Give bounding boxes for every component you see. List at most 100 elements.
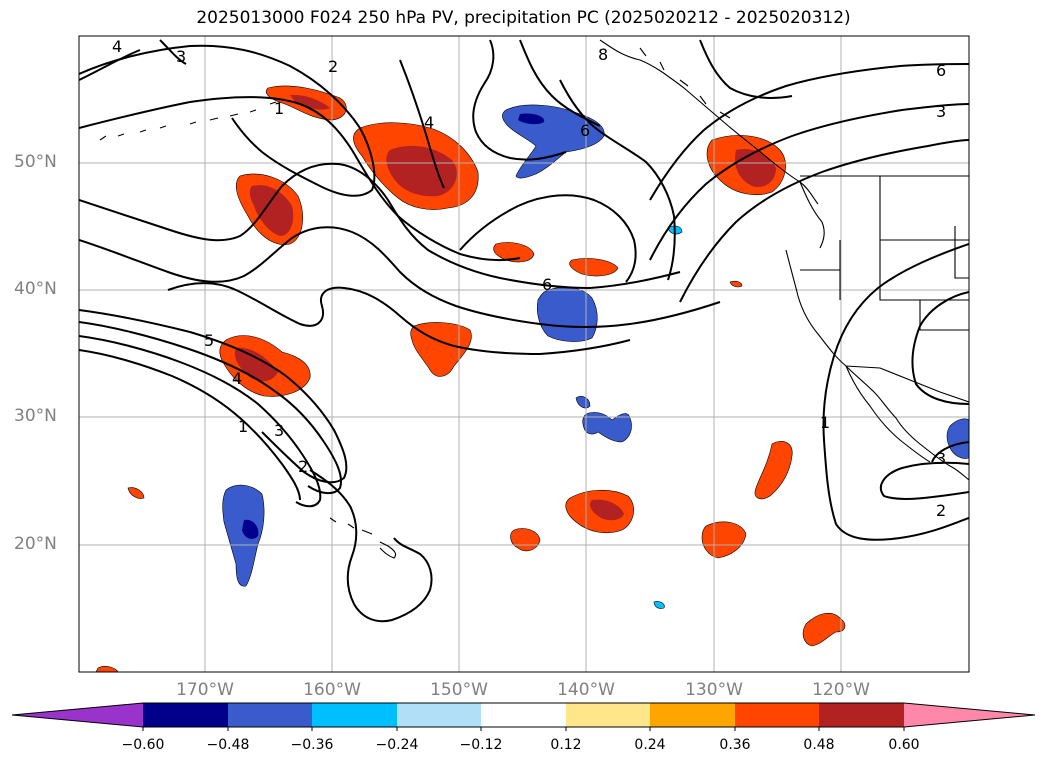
colorbar-tick-label: −0.36 — [290, 737, 334, 753]
colorbar-tick-label: 0.48 — [803, 737, 835, 753]
precip-region — [802, 612, 846, 647]
precip-region — [222, 484, 265, 587]
contour-label: 6 — [936, 61, 946, 80]
precip-region — [946, 418, 969, 459]
contour-label: 2 — [936, 501, 946, 520]
contour-label: 4 — [112, 37, 122, 56]
colorbar-bin — [566, 703, 650, 727]
contour-label: 4 — [424, 113, 434, 132]
contour-label: 6 — [580, 121, 590, 140]
pv-contours — [79, 39, 969, 623]
contour-label: 1 — [274, 99, 284, 118]
precip-region — [754, 441, 793, 500]
colorbar-tick-label: 0.24 — [634, 737, 666, 753]
alaska-coast — [599, 39, 819, 205]
precip-region — [537, 286, 598, 342]
pv-contour — [79, 44, 376, 197]
pv-contour — [79, 349, 301, 501]
lat-label: 20°N — [14, 534, 57, 554]
pv-contour — [309, 469, 433, 623]
colorbar-bin — [481, 703, 566, 727]
precip-positive-regions — [95, 85, 846, 672]
precip-region — [729, 280, 743, 288]
lon-label: 130°W — [685, 680, 743, 700]
hawaiian-islands — [329, 517, 397, 559]
contour-label: 6 — [542, 275, 552, 294]
contour-label: 2 — [298, 457, 308, 476]
pv-contour — [159, 39, 187, 65]
graticule — [79, 36, 969, 672]
contour-label: 3 — [936, 449, 946, 468]
pv-contour — [167, 282, 631, 356]
pv-contour — [911, 291, 969, 405]
colorbar-tick-label: −0.24 — [375, 737, 419, 753]
pv-contour — [459, 194, 637, 283]
pv-contour — [79, 321, 342, 494]
precip-region — [493, 242, 535, 263]
precip-region — [242, 519, 259, 539]
lat-label: 30°N — [14, 406, 57, 426]
colorbar-bin — [650, 703, 735, 727]
precip-region — [410, 322, 472, 377]
colorbar-extend-high — [904, 703, 1035, 727]
pv-contour — [79, 49, 141, 81]
lon-label: 140°W — [557, 680, 615, 700]
map-area: 4 3 2 1 4 8 6 6 3 5 4 1 3 2 6 1 3 2 — [79, 36, 969, 672]
page-title: 2025013000 F024 250 hPa PV, precipitatio… — [196, 8, 851, 28]
precip-region — [127, 487, 145, 499]
contour-label: 4 — [232, 369, 242, 388]
precip-region — [249, 185, 294, 236]
baja-coast — [845, 365, 931, 463]
pv-contour — [649, 63, 969, 201]
pv-contour — [79, 96, 521, 262]
colorbar-tick-label: 0.12 — [550, 737, 582, 753]
precip-region — [701, 521, 747, 559]
contour-labels: 4 3 2 1 4 8 6 6 3 5 4 1 3 2 6 1 3 2 — [112, 37, 946, 520]
lon-label: 150°W — [430, 680, 488, 700]
pv-contour — [399, 59, 445, 189]
us-west-coast — [785, 249, 969, 481]
contour-label: 3 — [176, 47, 186, 66]
pv-contour — [879, 461, 969, 500]
colorbar-tick-label: −0.60 — [121, 737, 165, 753]
lon-label: 170°W — [176, 680, 234, 700]
contour-label: 2 — [328, 57, 338, 76]
lon-label: 120°W — [812, 680, 870, 700]
pv-contour — [699, 39, 793, 99]
pv-contour — [519, 39, 601, 127]
colorbar-tick-label: 0.60 — [888, 737, 920, 753]
aleutian-islands — [99, 101, 277, 141]
pv-contour — [79, 226, 721, 328]
map-frame — [78, 35, 970, 673]
contour-label: 1 — [820, 413, 830, 432]
bc-coast — [799, 181, 825, 249]
colorbar-bin — [735, 703, 819, 727]
contour-label: 3 — [936, 102, 946, 121]
precip-region — [95, 666, 119, 672]
precip-region — [582, 412, 632, 443]
precip-region — [569, 258, 619, 277]
pv-contour — [79, 309, 348, 484]
colorbar-tick-label: −0.12 — [459, 737, 503, 753]
colorbar-bin — [228, 703, 312, 727]
pv-contour — [679, 139, 969, 303]
colorbar — [11, 702, 1036, 731]
contour-label: 5 — [204, 331, 214, 350]
precip-region — [590, 499, 624, 521]
pv-contour — [79, 335, 322, 508]
lat-label: 50°N — [14, 152, 57, 172]
pv-contour — [79, 162, 681, 290]
colorbar-bin — [143, 703, 228, 727]
contour-label: 8 — [598, 45, 608, 64]
precip-region — [518, 113, 545, 125]
pv-contour — [822, 243, 969, 541]
pv-contour — [649, 103, 969, 261]
colorbar-extend-low — [12, 703, 143, 727]
lon-label: 160°W — [303, 680, 361, 700]
lat-label: 40°N — [14, 279, 57, 299]
coastlines — [99, 39, 969, 559]
colorbar-bin — [312, 703, 397, 727]
contour-label: 1 — [238, 417, 248, 436]
state-borders — [800, 176, 969, 331]
